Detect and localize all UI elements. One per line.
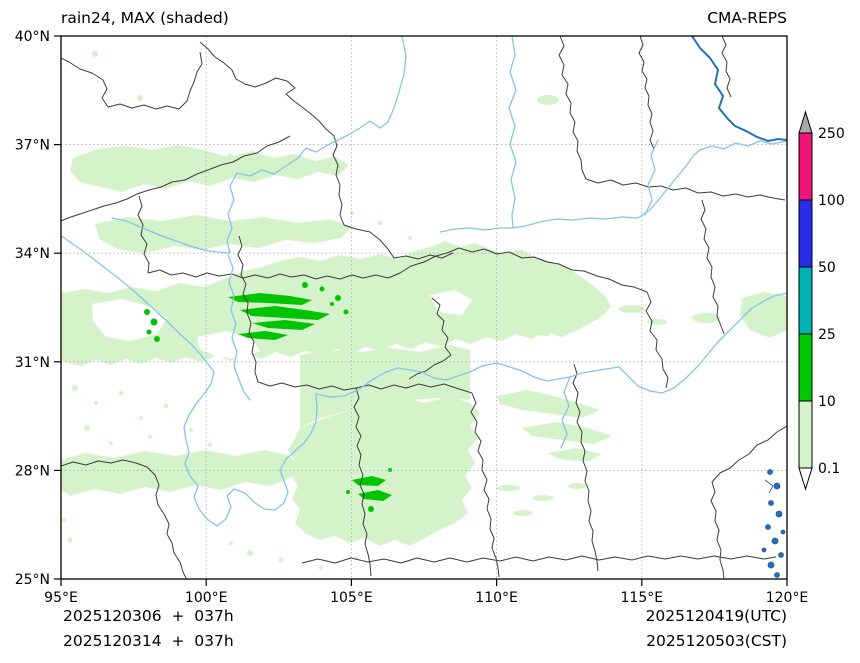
y-tick-label: 40°N — [15, 29, 50, 45]
coastline-islands — [761, 469, 786, 578]
y-axis-labels: 40°N 37°N 34°N 31°N 28°N 25°N — [15, 29, 50, 588]
y-tick-label: 37°N — [15, 138, 50, 154]
precip-light-shading — [61, 51, 787, 570]
colorbar: 250 100 50 25 10 0.1 — [798, 110, 845, 491]
y-tick-label: 31°N — [15, 355, 50, 371]
plot-title: rain24, MAX (shaded) — [61, 9, 229, 27]
valid-time-utc: 2025120419(UTC) — [645, 607, 787, 625]
precip-heavy-shading — [144, 282, 392, 512]
colorbar-label: 100 — [818, 193, 845, 209]
valid-time-cst: 2025120503(CST) — [646, 632, 787, 650]
colorbar-segment — [798, 199, 813, 268]
y-tick-label: 25°N — [15, 572, 50, 588]
jinsha-river — [61, 234, 318, 527]
gridlines — [61, 36, 787, 579]
fen-river — [644, 139, 659, 216]
colorbar-extend-under-arrow — [798, 467, 813, 491]
min-river — [227, 254, 251, 401]
init-time-utc: 2025120306 + 037h — [63, 607, 234, 625]
colorbar-segment — [798, 132, 813, 201]
xiang-river — [560, 376, 571, 449]
colorbar-label: 10 — [818, 394, 836, 410]
init-time-cst: 2025120314 + 037h — [63, 632, 234, 650]
x-tick-label: 110°E — [475, 590, 518, 606]
colorbar-label: 0.1 — [818, 461, 840, 477]
yangtze-river — [315, 292, 787, 398]
map-frame — [60, 35, 788, 580]
x-tick-label: 100°E — [185, 590, 228, 606]
colorbar-label: 25 — [818, 327, 836, 343]
colorbar-segment — [798, 333, 813, 402]
colorbar-segment — [798, 400, 813, 469]
model-name: CMA-REPS — [707, 9, 787, 27]
x-tick-label: 120°E — [766, 590, 809, 606]
x-tick-label: 105°E — [330, 590, 373, 606]
colorbar-extend-over-arrow — [798, 110, 813, 134]
yellow-river-ne-bend — [691, 36, 787, 143]
colorbar-label: 50 — [818, 260, 836, 276]
colorbar-label: 250 — [818, 126, 845, 142]
wei-river — [439, 227, 514, 233]
colorbar-segment — [798, 266, 813, 335]
x-tick-label: 95°E — [44, 590, 78, 606]
rivers-dark — [691, 36, 787, 143]
y-tick-label: 28°N — [15, 463, 50, 479]
x-tick-label: 115°E — [621, 590, 664, 606]
x-axis-labels: 95°E 100°E 105°E 110°E 115°E 120°E — [44, 590, 808, 606]
tick-marks — [54, 35, 788, 586]
rivers — [61, 36, 787, 527]
yellow-river-shanxi — [508, 36, 787, 229]
yellow-river-upstream — [111, 217, 231, 254]
yellow-river-lanzhou-bend — [226, 36, 407, 254]
y-tick-label: 34°N — [15, 246, 50, 262]
